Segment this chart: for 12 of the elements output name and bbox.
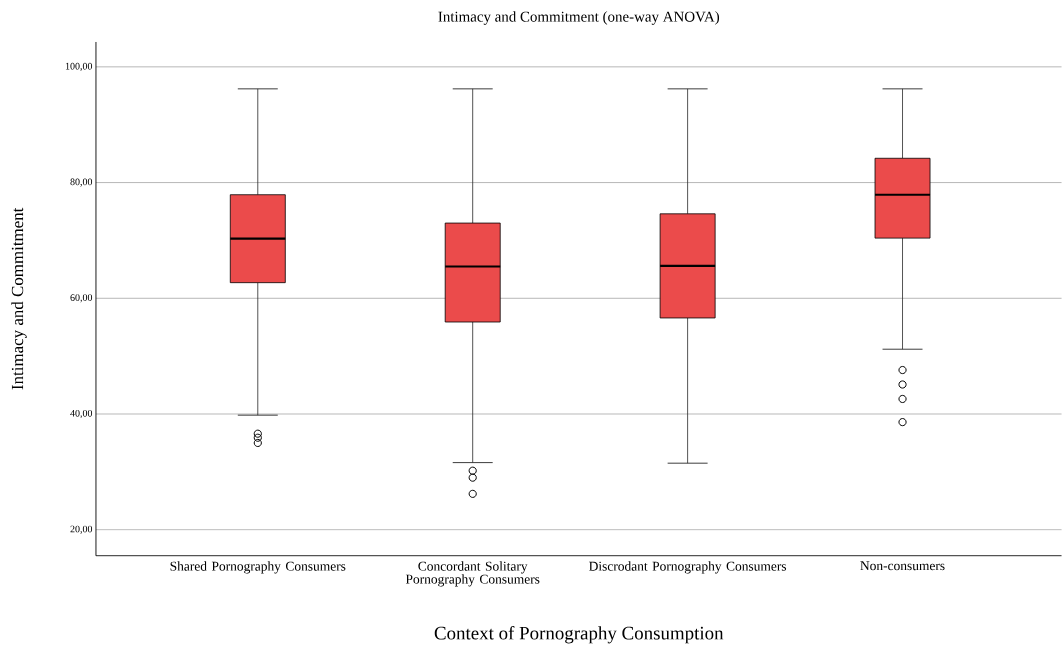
x-tick-label: Concordant Solitary Pornography Consumers	[405, 561, 540, 587]
y-tick-label: 20,00	[70, 525, 93, 534]
y-tick-label: 60,00	[70, 294, 93, 303]
x-tick-label: Discrodant Pornography Consumers	[589, 561, 787, 574]
x-tick-label: Shared Pornography Consumers	[170, 561, 346, 574]
x-tick-label: Non-consumers	[860, 561, 945, 571]
y-axis-title: Intimacy and Commitment	[11, 207, 27, 390]
y-tick-label: 80,00	[70, 178, 93, 187]
y-tick-label: 40,00	[70, 410, 93, 419]
chart-title: Intimacy and Commitment (one-way ANOVA)	[438, 11, 720, 25]
x-axis-title: Context of Pornography Consumption	[434, 626, 724, 644]
y-tick-label: 100,00	[65, 62, 93, 72]
